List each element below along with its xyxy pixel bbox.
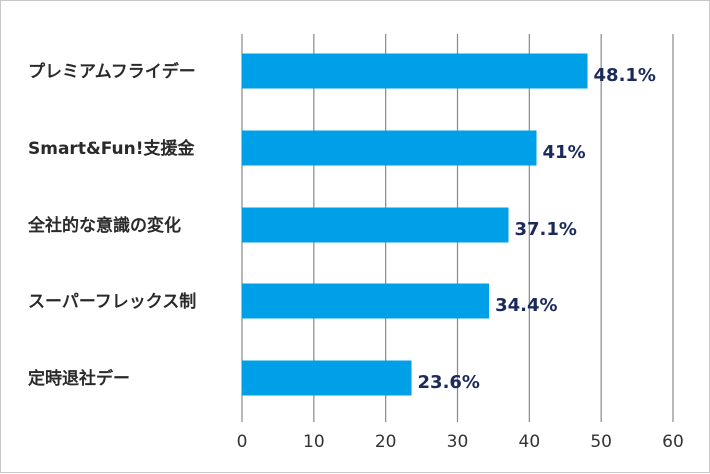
- x-tick-label-30: 30: [447, 432, 469, 452]
- x-tick-label-40: 40: [519, 432, 541, 452]
- category-label-2: 全社的な意識の変化: [27, 215, 181, 236]
- bar-2: [242, 207, 509, 243]
- category-label-3: スーパーフレックス制: [28, 291, 196, 312]
- data-label-2: 37.1%: [515, 219, 577, 240]
- bar-4: [242, 360, 412, 396]
- category-label-0: プレミアムフライデー: [28, 61, 196, 82]
- x-tick-label-10: 10: [303, 432, 325, 452]
- data-label-4: 23.6%: [418, 372, 480, 393]
- x-tick-label-50: 50: [590, 432, 612, 452]
- data-label-3: 34.4%: [495, 295, 557, 316]
- bar-3: [242, 283, 490, 319]
- bar-0: [242, 53, 588, 89]
- x-tick-label-60: 60: [662, 432, 684, 452]
- category-label-1: Smart&Fun!支援金: [28, 138, 195, 159]
- data-label-0: 48.1%: [594, 65, 656, 86]
- data-label-1: 41%: [543, 142, 586, 163]
- x-tick-label-20: 20: [375, 432, 397, 452]
- x-tick-label-0: 0: [237, 432, 248, 452]
- bar-1: [242, 130, 537, 166]
- category-label-4: 定時退社デー: [28, 368, 130, 389]
